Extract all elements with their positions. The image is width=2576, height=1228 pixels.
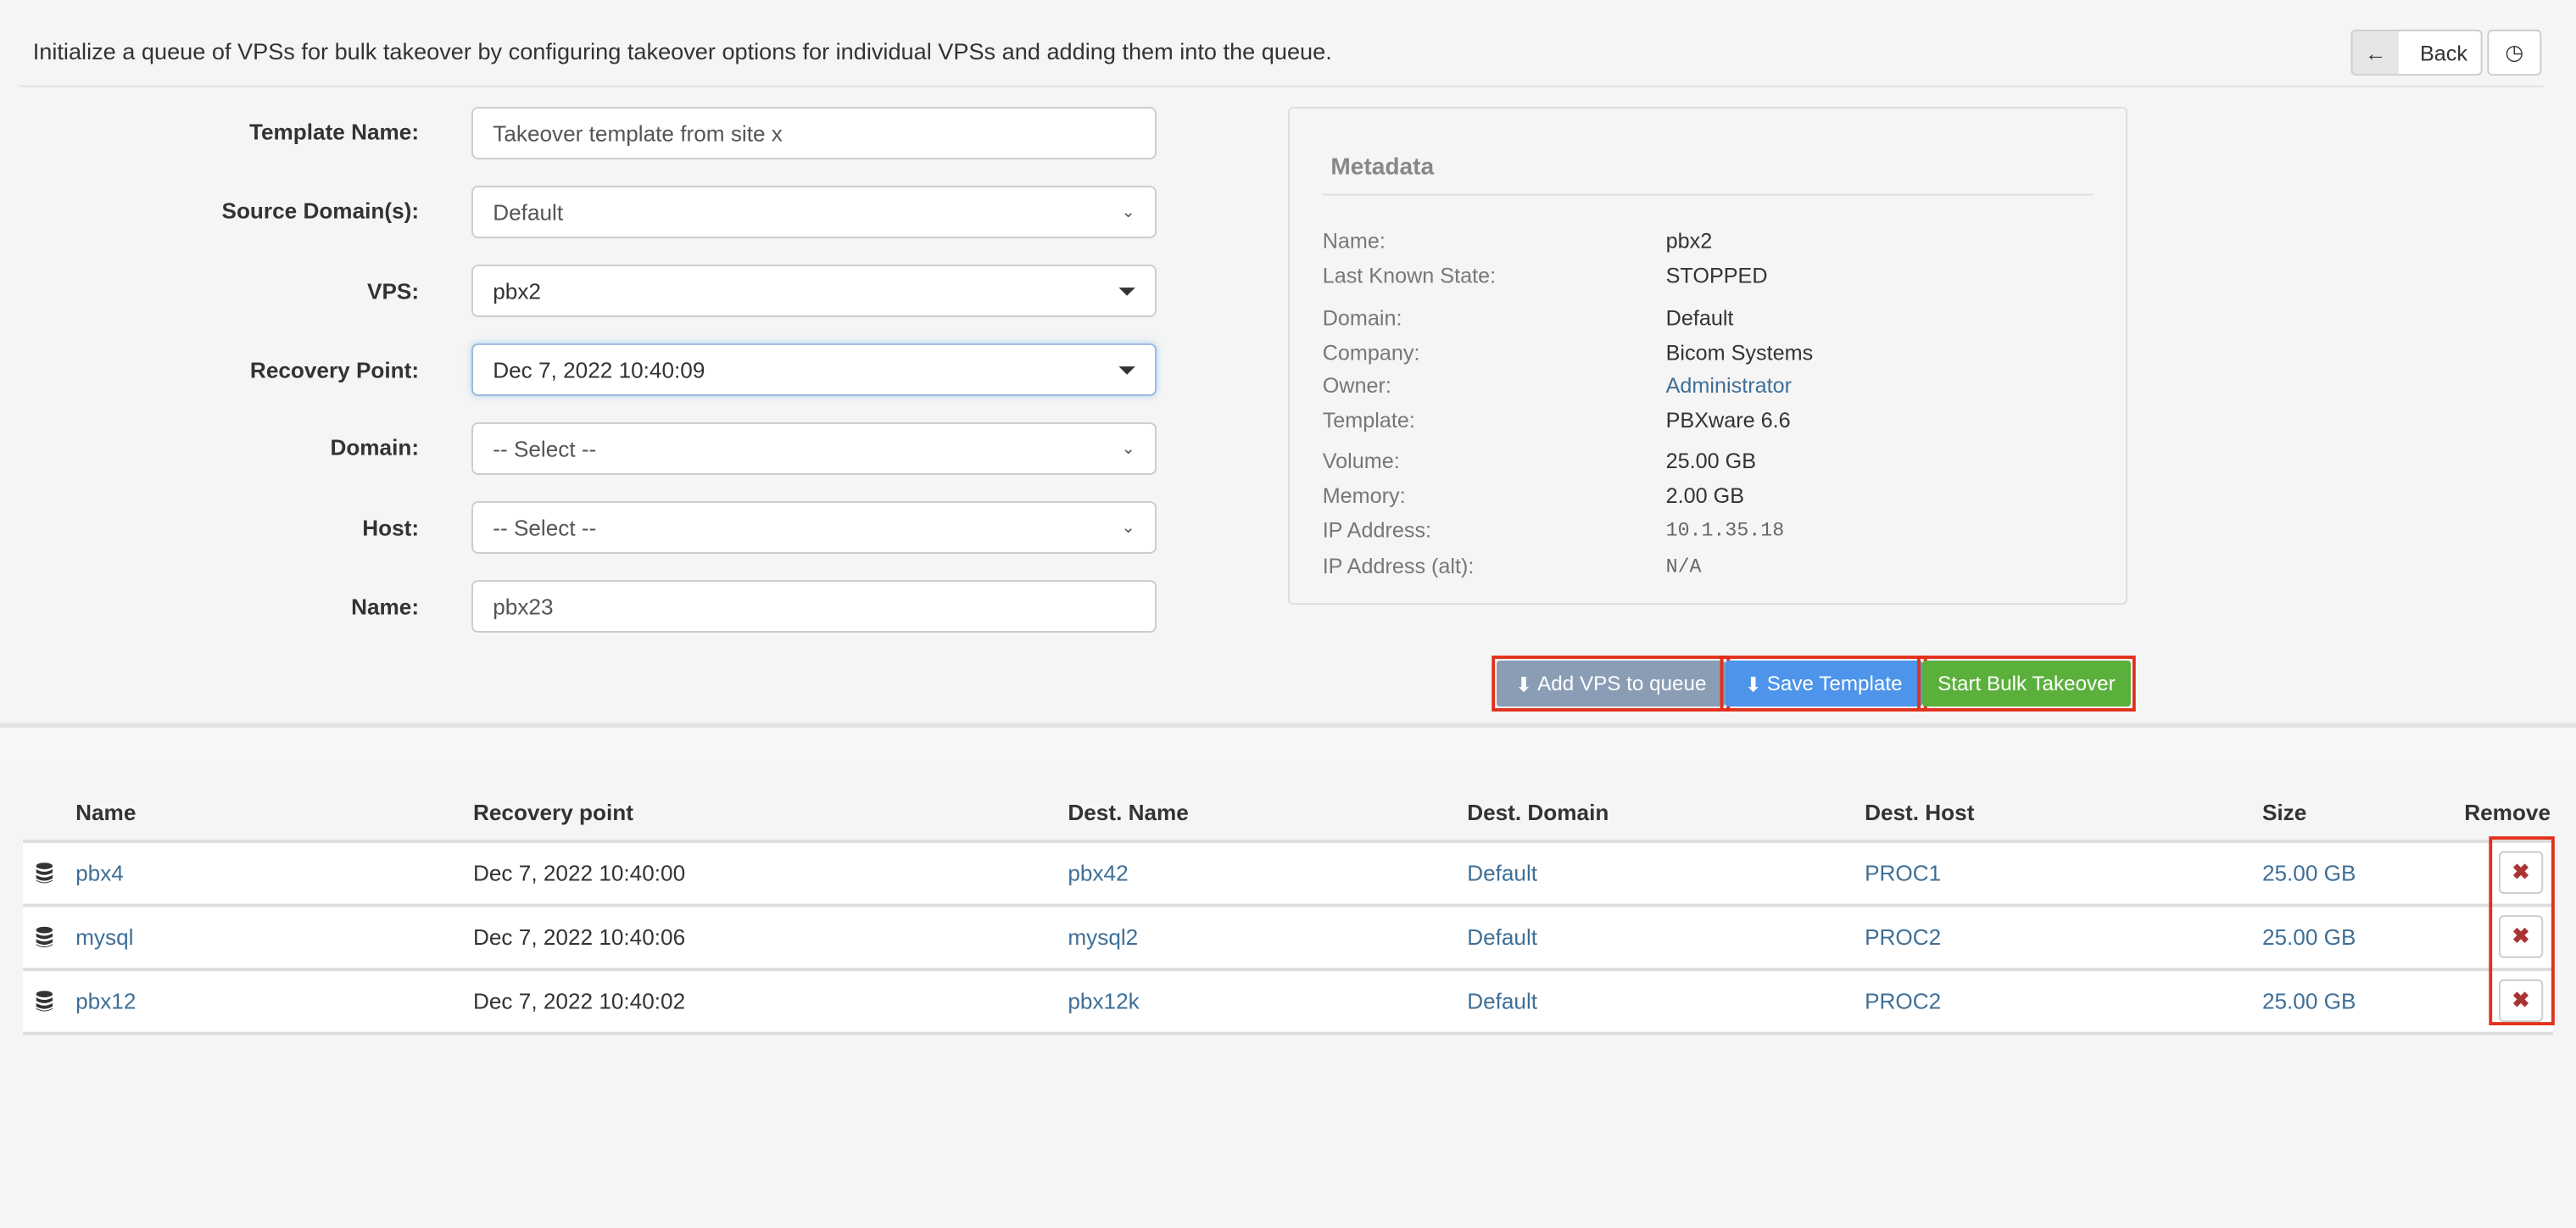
column-header: Dest. Domain [1467,800,1609,825]
database-icon [36,926,53,947]
chevron-down-icon: ⌄ [1121,203,1135,221]
vps-select[interactable]: pbx2 [471,264,1157,317]
arrow-left-icon: ← [2352,31,2399,75]
dest-domain-link[interactable]: Default [1467,989,1538,1014]
recovery-point-label: Recovery Point: [249,358,420,383]
save-template-button[interactable]: ⬇ Save Template [1725,660,1922,707]
metadata-value: N/A [1665,555,1702,578]
metadata-value: Bicom Systems [1665,340,1814,366]
vps-name-link[interactable]: pbx12 [75,989,137,1014]
add-vps-to-queue-button[interactable]: ⬇ Add VPS to queue [1497,660,1726,707]
metadata-value[interactable]: Administrator [1665,372,1792,398]
metadata-key: IP Address (alt): [1322,553,1475,578]
remove-column-highlight [2489,836,2555,1025]
name-input[interactable]: pbx23 [471,579,1157,633]
metadata-key: Template: [1322,407,1415,433]
table-row: pbx4 Dec 7, 2022 10:40:00 pbx42 Default PROC… [23,843,2553,907]
recovery-point: Dec 7, 2022 10:40:00 [473,861,686,886]
dest-host-link[interactable]: PROC2 [1865,924,1942,950]
metadata-key: Domain: [1322,305,1402,331]
metadata-key: Owner: [1322,372,1391,398]
dest-host-link[interactable]: PROC2 [1865,989,1942,1014]
history-button[interactable]: ◷ [2487,29,2542,76]
source-domains-label: Source Domain(s): [221,198,420,224]
add-vps-highlight: ⬇ Add VPS to queue [1492,656,1731,712]
metadata-value: STOPPED [1665,263,1768,288]
clock-icon: ◷ [2505,39,2524,64]
caret-down-icon [1118,366,1135,374]
metadata-key: Volume: [1322,448,1400,473]
metadata-key: Company: [1322,340,1420,366]
metadata-value: 10.1.35.18 [1665,519,1785,543]
size-link[interactable]: 25.00 GB [2261,861,2356,886]
metadata-panel: Metadata Name: pbx2 Last Known State: STOPP… [1288,106,2128,605]
dest-name-link[interactable]: pbx42 [1068,861,1129,886]
start-bulk-highlight: Start Bulk Takeover [1917,656,2136,712]
vps-label: VPS: [367,279,420,304]
vps-name-link[interactable]: pbx4 [75,861,124,886]
dest-name-link[interactable]: pbx12k [1068,989,1140,1014]
chevron-down-icon: ⌄ [1121,439,1135,458]
metadata-key: Last Known State: [1322,263,1497,288]
page-description: Initialize a queue of VPSs for bulk take… [32,37,1332,64]
host-label: Host: [362,516,420,541]
domain-select[interactable]: -- Select -- ⌄ [471,421,1157,475]
metadata-value: pbx2 [1665,228,1713,254]
recovery-point: Dec 7, 2022 10:40:06 [473,924,686,950]
column-header: Name [75,800,137,825]
column-header: Size [2261,800,2307,825]
remove-button[interactable]: ✖ [2498,979,2544,1023]
section-band [0,728,2576,762]
times-icon: ✖ [2512,859,2530,885]
host-select[interactable]: -- Select -- ⌄ [471,500,1157,554]
queue-table-body: pbx4 Dec 7, 2022 10:40:00 pbx42 Default PROC… [23,840,2553,1035]
dest-domain-link[interactable]: Default [1467,861,1538,886]
back-button[interactable]: ← Back [2350,29,2483,76]
column-header: Dest. Host [1865,800,1975,825]
table-row: pbx12 Dec 7, 2022 10:40:02 pbx12k Default PR… [23,971,2553,1035]
column-header: Dest. Name [1068,800,1189,825]
arrow-circle-down-icon: ⬇ [1515,673,1533,696]
size-link[interactable]: 25.00 GB [2261,989,2356,1014]
save-template-highlight: ⬇ Save Template [1720,656,1927,712]
times-icon: ✖ [2512,923,2530,948]
table-row: mysql Dec 7, 2022 10:40:06 mysql2 Default PR… [23,907,2553,972]
arrow-circle-down-icon: ⬇ [1744,673,1762,696]
source-domains-select[interactable]: Default ⌄ [471,185,1157,238]
metadata-value: Default [1665,305,1734,331]
divider [1322,193,2094,196]
template-name-label: Template Name: [248,120,420,145]
metadata-title: Metadata [1330,154,1435,181]
database-icon [36,862,53,884]
column-header: Remove [2464,800,2551,825]
caret-down-icon [1118,287,1135,295]
remove-button[interactable]: ✖ [2498,915,2544,958]
recovery-point-select[interactable]: Dec 7, 2022 10:40:09 [471,343,1157,396]
metadata-key: Memory: [1322,483,1406,508]
times-icon: ✖ [2512,987,2530,1013]
start-bulk-takeover-button[interactable]: Start Bulk Takeover [1921,660,2131,707]
chevron-down-icon: ⌄ [1121,518,1135,537]
vps-name-link[interactable]: mysql [75,924,134,950]
size-link[interactable]: 25.00 GB [2261,924,2356,950]
metadata-value: 25.00 GB [1665,448,1757,473]
back-button-group: ← Back ◷ [2350,29,2542,76]
section-divider [0,723,2576,728]
metadata-value: 2.00 GB [1665,483,1745,508]
dest-host-link[interactable]: PROC1 [1865,861,1942,886]
dest-domain-link[interactable]: Default [1467,924,1538,950]
metadata-value: PBXware 6.6 [1665,407,1791,433]
template-name-input[interactable]: Takeover template from site x [471,106,1157,159]
database-icon [36,991,53,1012]
recovery-point: Dec 7, 2022 10:40:02 [473,989,686,1014]
metadata-key: IP Address: [1322,517,1432,543]
domain-label: Domain: [330,435,420,460]
metadata-key: Name: [1322,228,1386,254]
divider [20,85,2544,87]
name-label: Name: [351,594,420,620]
remove-button[interactable]: ✖ [2498,851,2544,894]
column-header: Recovery point [473,800,633,825]
dest-name-link[interactable]: mysql2 [1068,924,1139,950]
